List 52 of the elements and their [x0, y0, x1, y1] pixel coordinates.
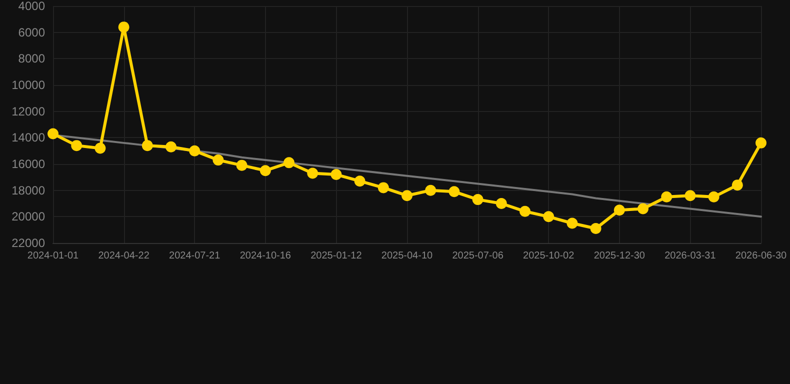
point: [684, 190, 696, 202]
point: [661, 191, 672, 202]
point: [543, 211, 554, 222]
point: [189, 145, 200, 156]
point: [590, 223, 602, 234]
point: [566, 218, 578, 229]
point: [166, 141, 176, 152]
point: [756, 137, 766, 148]
point: [378, 182, 389, 194]
x-tick-label: 2025-01-12: [310, 250, 362, 262]
y-tick-label: 12000: [12, 104, 46, 118]
y-tick-label: 14000: [12, 130, 46, 145]
x-tick-label: 2025-04-10: [381, 250, 434, 262]
x-tick-label: 2025-12-30: [594, 250, 646, 262]
y-tick-label: 22000: [12, 236, 46, 250]
y-tick-label: 4000: [18, 0, 46, 13]
y-tick-label: 8000: [18, 52, 46, 66]
x-tick-label: 2024-10-16: [240, 250, 292, 262]
x-tick-label: 2024-07-21: [169, 250, 221, 262]
y-tick-label: 6000: [18, 25, 46, 40]
point: [71, 140, 82, 152]
x-tick-label: 2026-06-30: [735, 250, 788, 262]
point: [448, 186, 460, 198]
y-tick-label: 10000: [12, 78, 46, 92]
x-tick-label: 2025-10-02: [523, 250, 575, 262]
point: [354, 176, 366, 187]
y-tick-label: 18000: [12, 183, 46, 198]
point: [732, 180, 743, 191]
y-tick-label: 16000: [12, 157, 46, 171]
point: [402, 190, 412, 202]
point: [260, 165, 271, 176]
point: [496, 198, 507, 209]
point: [708, 191, 720, 202]
x-tick-label: 2025-07-06: [452, 250, 504, 262]
point: [212, 154, 224, 166]
point: [118, 22, 130, 33]
x-tick-label: 2024-01-01: [27, 250, 80, 262]
y-tick-label: 20000: [12, 210, 46, 224]
point: [284, 157, 294, 168]
point: [520, 206, 530, 217]
point: [425, 184, 436, 196]
x-tick-label: 2026-03-31: [664, 250, 716, 262]
point: [48, 128, 58, 140]
point: [94, 142, 106, 154]
point: [472, 194, 484, 206]
point: [236, 160, 248, 171]
point: [307, 168, 318, 179]
x-tick-label: 2024-04-22: [98, 250, 150, 262]
point: [638, 203, 648, 214]
point: [330, 169, 342, 180]
point: [142, 140, 153, 152]
point: [614, 204, 625, 216]
